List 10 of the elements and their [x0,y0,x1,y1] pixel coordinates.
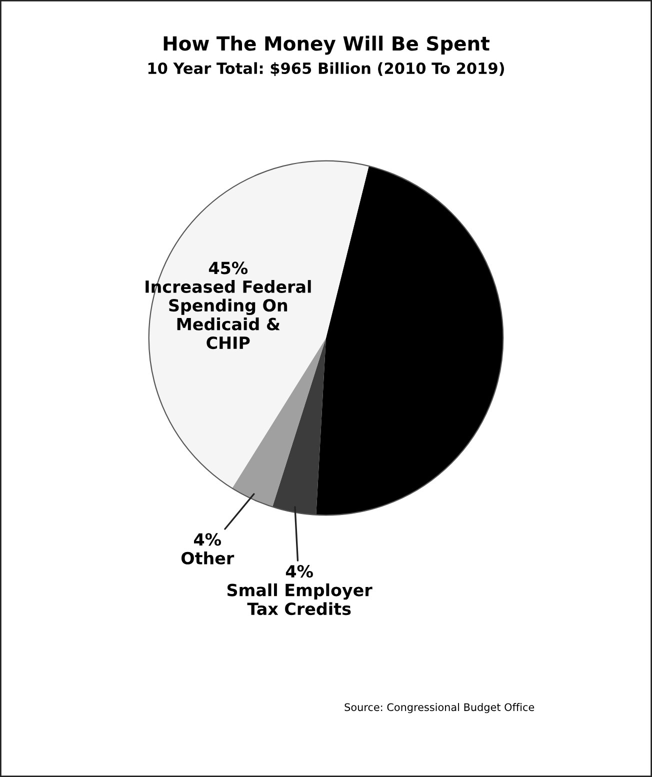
slice-label: Other [181,552,234,564]
pie-slice [272,338,326,515]
data-label: 4% [194,533,222,546]
source-note: Source: Congressional Budget Office [344,703,534,714]
data-label: 45% [208,262,248,274]
slice-label: Small Employer Tax Credits [227,583,372,616]
data-label: 4% [286,565,313,578]
pie-slice [316,166,504,516]
chart-subtitle: 10 Year Total: $965 Billion (2010 To 2019) [148,62,504,76]
chart-title: How The Money Will Be Spent [164,36,490,55]
